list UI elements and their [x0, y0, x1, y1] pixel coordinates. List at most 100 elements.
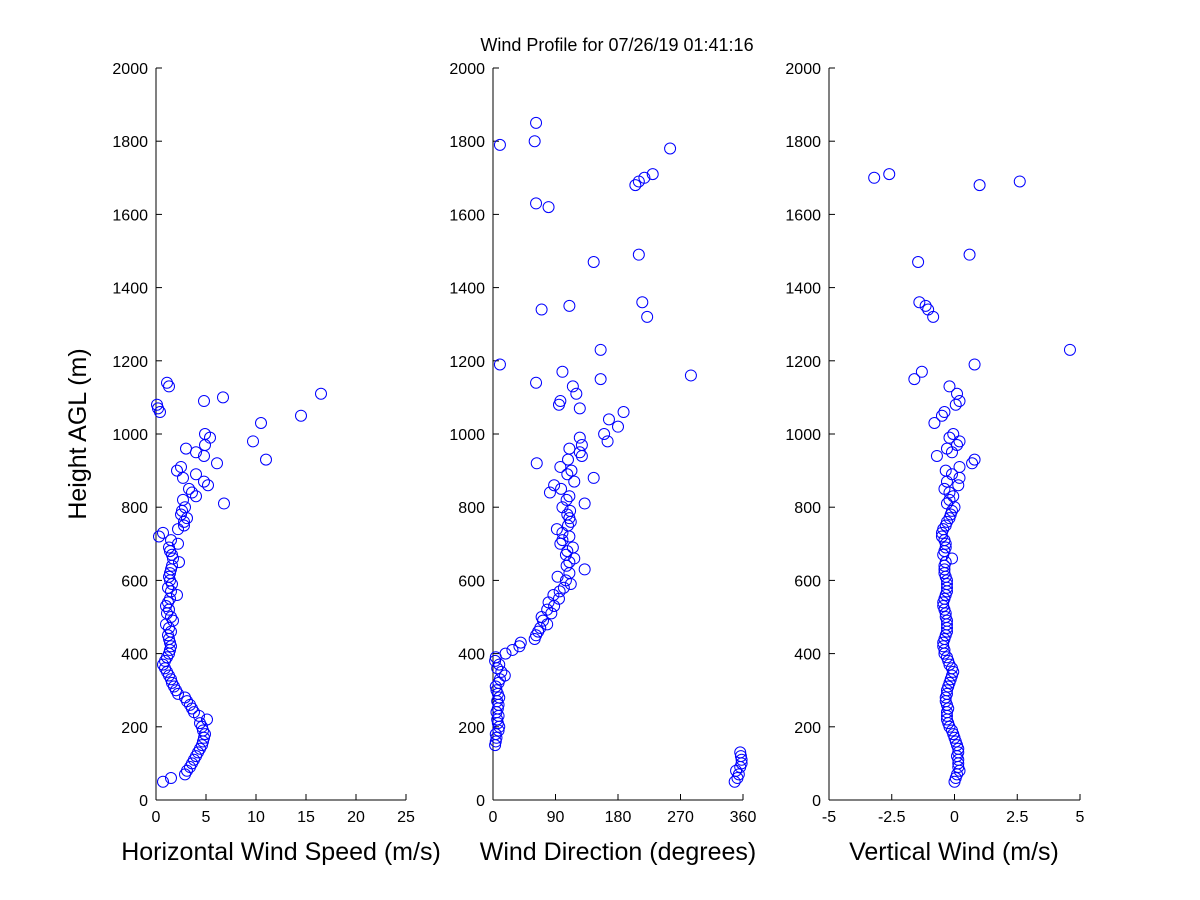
data-point [198, 395, 210, 408]
data-point [563, 490, 576, 503]
y-tick-label: 1000 [785, 427, 821, 444]
data-point [177, 493, 189, 506]
data-point [968, 453, 981, 466]
data-point [157, 526, 169, 539]
data-point [940, 497, 953, 510]
data-point [945, 662, 958, 675]
data-point [530, 457, 543, 470]
x-tick-label: 90 [547, 809, 565, 826]
data-point [179, 691, 191, 704]
y-tick-label: 2000 [449, 61, 485, 78]
y-tick-label: 1600 [112, 207, 148, 224]
data-point [573, 431, 586, 444]
data-point [908, 373, 921, 386]
data-point [632, 248, 645, 261]
data-point [935, 409, 948, 422]
y-tick-label: 200 [121, 720, 148, 737]
x-tick-label: -2.5 [878, 809, 906, 826]
data-point [530, 197, 543, 210]
data-point [183, 482, 195, 495]
data-point [563, 442, 576, 455]
data-point [952, 746, 965, 759]
y-tick-label: 1400 [449, 281, 485, 298]
data-point [935, 530, 948, 543]
data-point [566, 380, 579, 393]
data-point [594, 373, 607, 386]
data-point [157, 775, 169, 788]
y-tick-label: 600 [121, 573, 148, 590]
data-point [553, 585, 566, 598]
data-point [172, 537, 184, 550]
data-point [493, 138, 506, 151]
data-point [951, 438, 964, 451]
y-tick-label: 200 [794, 720, 821, 737]
data-point [199, 428, 211, 440]
x-tick-label: -5 [822, 809, 836, 826]
y-tick-label: 1400 [785, 281, 821, 298]
data-point [945, 552, 958, 565]
data-point [175, 460, 187, 473]
y-tick-label: 400 [458, 647, 485, 664]
data-point [554, 460, 567, 473]
y-tick-label: 1800 [112, 134, 148, 151]
x-axis-label: Wind Direction (degrees) [480, 838, 757, 866]
data-point [489, 654, 502, 667]
y-tick-label: 1800 [785, 134, 821, 151]
data-point [943, 431, 956, 444]
data-point [556, 365, 569, 378]
data-point [883, 168, 896, 181]
data-point [1063, 343, 1076, 356]
data-point [734, 750, 747, 763]
y-tick-label: 200 [458, 720, 485, 737]
data-point [938, 563, 951, 576]
panel-wind-direction: Wind Direction (degrees) 0 90 180 270 360 0 20… [449, 61, 756, 866]
data-point [646, 168, 659, 181]
y-axis-label: Height AGL (m) [64, 348, 92, 519]
y-tick-label: 1800 [449, 134, 485, 151]
data-point [566, 541, 579, 554]
data-point [601, 435, 614, 448]
data-point [563, 299, 576, 312]
x-tick-label: 0 [152, 809, 161, 826]
data-point [165, 772, 177, 785]
x-axis-label: Vertical Wind (m/s) [849, 838, 1059, 866]
data-point [735, 753, 748, 766]
y-tick-label: 400 [794, 647, 821, 664]
data-point [201, 713, 213, 726]
data-point [939, 464, 952, 477]
x-tick-label: 180 [605, 809, 632, 826]
data-point [945, 724, 958, 737]
x-tick-label: 5 [1076, 809, 1085, 826]
x-axis-label: Horizontal Wind Speed (m/s) [121, 838, 441, 866]
data-point [178, 519, 190, 532]
data-point [947, 428, 960, 440]
data-point [161, 376, 173, 389]
data-point [190, 468, 202, 481]
data-point [171, 589, 183, 602]
data-point [617, 406, 630, 419]
data-point [568, 475, 581, 488]
x-tick-label: 0 [489, 809, 498, 826]
data-point [489, 735, 502, 748]
panel-horizontal-wind-speed: Horizontal Wind Speed (m/s) Height AGL (… [64, 61, 441, 866]
y-tick-label: 0 [476, 793, 485, 810]
y-tick-label: 0 [812, 793, 821, 810]
data-point [641, 310, 654, 323]
data-point [493, 358, 506, 371]
data-point [940, 578, 953, 591]
data-point [202, 479, 214, 492]
y-tick-label: 1000 [112, 427, 148, 444]
data-point [938, 406, 951, 419]
data-point [535, 303, 548, 316]
data-point [912, 255, 925, 268]
data-point [557, 581, 570, 594]
data-point [945, 468, 958, 481]
data-point [498, 669, 511, 682]
data-point [198, 475, 210, 488]
data-point [1013, 175, 1026, 188]
y-tick-label: 800 [794, 500, 821, 517]
data-point [165, 611, 177, 623]
data-point [528, 135, 541, 148]
data-point [938, 482, 951, 495]
data-point [545, 607, 558, 620]
